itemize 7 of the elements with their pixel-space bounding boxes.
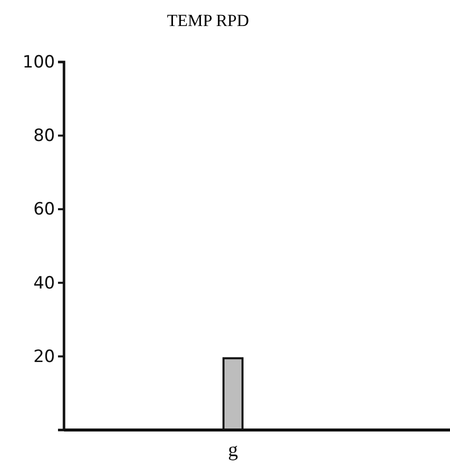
y-tick-label: 80	[33, 126, 55, 146]
y-tick-label: 40	[33, 273, 55, 294]
chart-title: TEMP RPD	[166, 11, 250, 30]
y-tick-label: 100	[22, 52, 55, 72]
y-tick-label: 60	[33, 200, 55, 220]
y-tick-label: 20	[33, 346, 55, 367]
x-tick-label: g	[228, 439, 238, 462]
